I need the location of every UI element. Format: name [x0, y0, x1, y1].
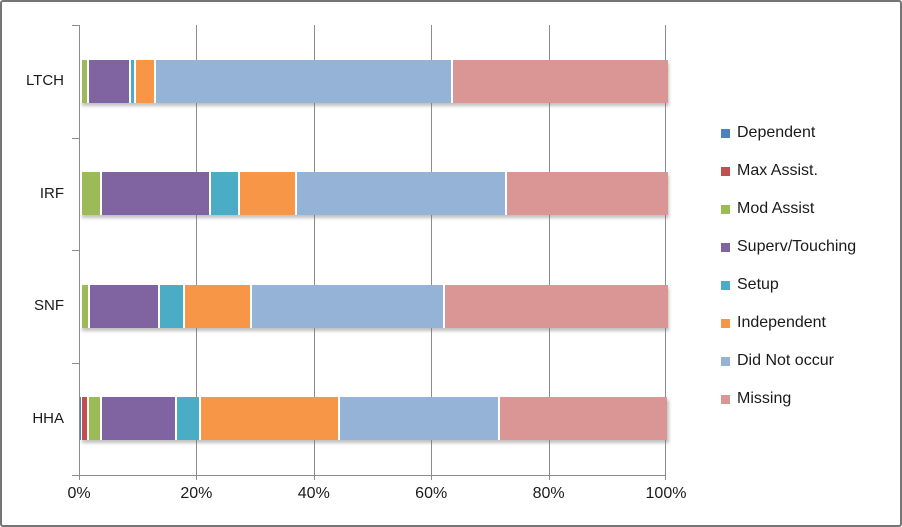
bar-segment-HHA-Dependent [80, 397, 83, 441]
bar-segment-IRF-Setup [211, 172, 240, 216]
category-label-SNF: SNF [34, 297, 64, 315]
bar-segment-HHA-Independent [201, 397, 340, 441]
bar-segment-LTCH-Setup [131, 59, 136, 103]
bar-segment-LTCH-Independent [135, 59, 156, 103]
legend-item-Max Assist.: Max Assist. [721, 152, 856, 190]
bar-segment-HHA-Setup [176, 397, 202, 441]
x-axis-tick [431, 475, 433, 480]
legend-label: Max Assist. [737, 162, 818, 179]
bar-segment-LTCH-Mod Assist [82, 59, 90, 103]
legend-item-Setup: Setup [721, 266, 856, 304]
bar-row-SNF [80, 284, 668, 328]
legend-swatch-icon [721, 318, 730, 328]
y-axis-tick [72, 475, 79, 476]
legend-swatch-icon [721, 166, 730, 176]
legend-label: Dependent [737, 124, 816, 141]
legend-item-Missing: Missing [721, 380, 856, 418]
y-axis-tick [72, 137, 79, 139]
bar-segment-IRF-Mod Assist [82, 172, 102, 216]
bar-segment-SNF-Independent [185, 284, 253, 328]
bar-segment-IRF-Missing [506, 172, 668, 216]
bar-segment-IRF-Superv/Touching [101, 172, 212, 216]
x-axis-tick [313, 475, 315, 480]
legend-swatch-icon [721, 242, 730, 252]
bar-segment-HHA-Superv/Touching [101, 397, 177, 441]
bar-segment-LTCH-Dependent [80, 59, 81, 103]
x-tick-label-20%: 20% [180, 485, 213, 502]
y-axis-tick [72, 25, 79, 26]
bar-segment-SNF-Mod Assist [82, 284, 91, 328]
category-label-LTCH: LTCH [25, 72, 64, 90]
gridline-40% [313, 25, 315, 475]
bar-segment-IRF-Max Assist. [81, 172, 82, 216]
x-tick-label-0%: 0% [67, 485, 91, 502]
legend: Dependent Max Assist. Mod Assist Superv/Tou… [721, 114, 856, 418]
gridline-20% [196, 25, 198, 475]
legend-label: Did Not occur [737, 352, 834, 369]
bar-segment-SNF-Max Assist. [81, 284, 82, 328]
bar-segment-SNF-Missing [444, 284, 668, 328]
bar-segment-SNF-Did Not occur [252, 284, 445, 328]
bar-segment-SNF-Superv/Touching [90, 284, 161, 328]
x-axis-tick [548, 475, 550, 480]
bar-row-IRF [80, 172, 668, 216]
legend-label: Mod Assist [737, 200, 815, 217]
bar-row-LTCH [80, 59, 668, 103]
legend-swatch-icon [721, 204, 730, 214]
plot-area [72, 25, 668, 480]
bar-segment-HHA-Max Assist. [82, 397, 89, 441]
category-label-IRF: IRF [39, 184, 64, 202]
bar-segment-SNF-Dependent [80, 284, 81, 328]
legend-swatch-icon [721, 356, 730, 366]
legend-swatch-icon [721, 280, 730, 290]
legend-label: Independent [737, 314, 826, 331]
gridline-80% [548, 25, 550, 475]
bar-segment-IRF-Dependent [80, 172, 81, 216]
bar-segment-HHA-Missing [499, 397, 667, 441]
bar-segment-SNF-Setup [160, 284, 186, 328]
bar-segment-LTCH-Max Assist. [81, 59, 82, 103]
bar-segment-LTCH-Superv/Touching [89, 59, 132, 103]
legend-label: Setup [737, 276, 779, 293]
x-axis-line [79, 475, 666, 476]
legend-swatch-icon [721, 394, 730, 404]
legend-item-Superv/Touching: Superv/Touching [721, 228, 856, 266]
y-axis-line [79, 25, 80, 475]
legend-item-Mod Assist: Mod Assist [721, 190, 856, 228]
y-axis-tick [72, 362, 79, 364]
bar-segment-LTCH-Did Not occur [155, 59, 453, 103]
x-tick-label-100%: 100% [645, 485, 687, 502]
legend-label: Missing [737, 390, 792, 407]
legend-item-Independent: Independent [721, 304, 856, 342]
x-tick-label-40%: 40% [297, 485, 330, 502]
x-axis-tick [79, 475, 80, 480]
legend-swatch-icon [721, 128, 730, 138]
legend-item-Did Not occur: Did Not occur [721, 342, 856, 380]
gridline-60% [431, 25, 433, 475]
legend-label: Superv/Touching [737, 238, 857, 255]
x-axis-tick [665, 475, 666, 480]
bar-segment-HHA-Did Not occur [340, 397, 500, 441]
y-axis-tick [72, 250, 79, 251]
bar-segment-HHA-Mod Assist [88, 397, 102, 441]
bar-row-HHA [80, 397, 667, 441]
bar-segment-LTCH-Missing [452, 59, 668, 103]
gridline-100% [665, 25, 666, 475]
legend-item-Dependent: Dependent [721, 114, 856, 152]
bar-segment-IRF-Did Not occur [296, 172, 507, 216]
x-tick-label-60%: 60% [415, 485, 448, 502]
category-label-HHA: HHA [32, 409, 64, 427]
bar-segment-IRF-Independent [239, 172, 297, 216]
x-tick-label-80%: 80% [532, 485, 565, 502]
x-axis-tick [196, 475, 198, 480]
